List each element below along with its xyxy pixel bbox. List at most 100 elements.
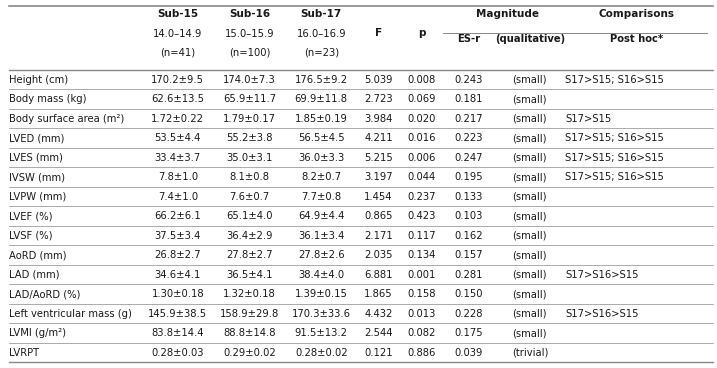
Text: p: p [418, 28, 425, 38]
Text: 7.8±1.0: 7.8±1.0 [158, 172, 198, 182]
Text: 55.2±3.8: 55.2±3.8 [227, 133, 272, 143]
Text: S17>S15; S16>S15: S17>S15; S16>S15 [565, 172, 664, 182]
Text: 37.5±3.4: 37.5±3.4 [155, 231, 201, 241]
Text: 0.020: 0.020 [407, 114, 436, 124]
Text: 0.217: 0.217 [455, 114, 483, 124]
Text: 56.5±4.5: 56.5±4.5 [298, 133, 345, 143]
Text: (small): (small) [513, 289, 547, 299]
Text: 0.886: 0.886 [407, 348, 436, 358]
Text: (small): (small) [513, 231, 547, 241]
Text: LVPW (mm): LVPW (mm) [9, 192, 67, 202]
Text: 1.865: 1.865 [364, 289, 393, 299]
Text: 5.215: 5.215 [364, 153, 393, 163]
Text: 3.197: 3.197 [364, 172, 393, 182]
Text: LVRPT: LVRPT [9, 348, 39, 358]
Text: 0.228: 0.228 [455, 309, 483, 319]
Text: 2.035: 2.035 [364, 250, 393, 260]
Text: 1.454: 1.454 [364, 192, 393, 202]
Text: 174.0±7.3: 174.0±7.3 [223, 75, 276, 85]
Text: 0.865: 0.865 [364, 211, 393, 221]
Text: 0.423: 0.423 [407, 211, 436, 221]
Text: 27.8±2.6: 27.8±2.6 [298, 250, 345, 260]
Text: 0.016: 0.016 [407, 133, 436, 143]
Text: 0.243: 0.243 [455, 75, 483, 85]
Text: (small): (small) [513, 153, 547, 163]
Text: (small): (small) [513, 192, 547, 202]
Text: 0.150: 0.150 [455, 289, 483, 299]
Text: 36.5±4.1: 36.5±4.1 [227, 270, 272, 280]
Text: S17>S15; S16>S15: S17>S15; S16>S15 [565, 133, 664, 143]
Text: Left ventricular mass (g): Left ventricular mass (g) [9, 309, 132, 319]
Text: (n=100): (n=100) [229, 48, 270, 58]
Text: 83.8±14.4: 83.8±14.4 [151, 328, 204, 338]
Text: 6.881: 6.881 [364, 270, 393, 280]
Text: 0.103: 0.103 [455, 211, 483, 221]
Text: 0.133: 0.133 [455, 192, 483, 202]
Text: 0.195: 0.195 [455, 172, 483, 182]
Text: 0.117: 0.117 [407, 231, 436, 241]
Text: 38.4±4.0: 38.4±4.0 [298, 270, 344, 280]
Text: 69.9±11.8: 69.9±11.8 [295, 94, 348, 104]
Text: (trivial): (trivial) [512, 348, 548, 358]
Text: LAD/AoRD (%): LAD/AoRD (%) [9, 289, 81, 299]
Text: IVSW (mm): IVSW (mm) [9, 172, 65, 182]
Text: 1.30±0.18: 1.30±0.18 [151, 289, 204, 299]
Text: 65.1±4.0: 65.1±4.0 [227, 211, 272, 221]
Text: 64.9±4.4: 64.9±4.4 [298, 211, 344, 221]
Text: 0.158: 0.158 [407, 289, 436, 299]
Text: 66.2±6.1: 66.2±6.1 [154, 211, 201, 221]
Text: Sub-17: Sub-17 [300, 9, 342, 19]
Text: Comparisons: Comparisons [599, 9, 675, 19]
Text: S17>S15; S16>S15: S17>S15; S16>S15 [565, 75, 664, 85]
Text: 1.39±0.15: 1.39±0.15 [295, 289, 348, 299]
Text: 0.162: 0.162 [455, 231, 483, 241]
Text: 0.069: 0.069 [407, 94, 436, 104]
Text: LAD (mm): LAD (mm) [9, 270, 60, 280]
Text: 7.4±1.0: 7.4±1.0 [158, 192, 198, 202]
Text: 0.001: 0.001 [407, 270, 436, 280]
Text: 0.247: 0.247 [455, 153, 483, 163]
Text: Sub-15: Sub-15 [157, 9, 199, 19]
Text: 0.121: 0.121 [364, 348, 393, 358]
Text: 34.6±4.1: 34.6±4.1 [155, 270, 201, 280]
Text: 2.171: 2.171 [364, 231, 393, 241]
Text: S17>S15; S16>S15: S17>S15; S16>S15 [565, 153, 664, 163]
Text: 1.85±0.19: 1.85±0.19 [295, 114, 348, 124]
Text: S17>S15: S17>S15 [565, 114, 612, 124]
Text: 62.6±13.5: 62.6±13.5 [151, 94, 204, 104]
Text: (n=41): (n=41) [161, 48, 195, 58]
Text: 170.2±9.5: 170.2±9.5 [151, 75, 204, 85]
Text: 5.039: 5.039 [364, 75, 393, 85]
Text: 0.082: 0.082 [407, 328, 436, 338]
Text: 0.134: 0.134 [407, 250, 436, 260]
Text: 7.7±0.8: 7.7±0.8 [301, 192, 341, 202]
Text: 4.432: 4.432 [364, 309, 393, 319]
Text: 0.006: 0.006 [407, 153, 436, 163]
Text: 14.0–14.9: 14.0–14.9 [153, 29, 202, 39]
Text: 26.8±2.7: 26.8±2.7 [154, 250, 201, 260]
Text: 1.32±0.18: 1.32±0.18 [223, 289, 276, 299]
Text: (small): (small) [513, 270, 547, 280]
Text: (small): (small) [513, 75, 547, 85]
Text: 53.5±4.4: 53.5±4.4 [155, 133, 201, 143]
Text: 0.281: 0.281 [455, 270, 483, 280]
Text: 3.984: 3.984 [364, 114, 393, 124]
Text: (small): (small) [513, 114, 547, 124]
Text: 170.3±33.6: 170.3±33.6 [292, 309, 351, 319]
Text: 0.28±0.02: 0.28±0.02 [295, 348, 348, 358]
Text: 27.8±2.7: 27.8±2.7 [226, 250, 273, 260]
Text: 0.008: 0.008 [407, 75, 436, 85]
Text: 36.4±2.9: 36.4±2.9 [227, 231, 272, 241]
Text: 35.0±3.1: 35.0±3.1 [227, 153, 272, 163]
Text: 33.4±3.7: 33.4±3.7 [155, 153, 201, 163]
Text: ES-r: ES-r [457, 35, 480, 45]
Text: 0.039: 0.039 [455, 348, 483, 358]
Text: 2.723: 2.723 [364, 94, 393, 104]
Text: 88.8±14.8: 88.8±14.8 [223, 328, 276, 338]
Text: LVSF (%): LVSF (%) [9, 231, 53, 241]
Text: Sub-16: Sub-16 [229, 9, 270, 19]
Text: 7.6±0.7: 7.6±0.7 [229, 192, 270, 202]
Text: LVMI (g/m²): LVMI (g/m²) [9, 328, 66, 338]
Text: (n=23): (n=23) [304, 48, 338, 58]
Text: S17>S16>S15: S17>S16>S15 [565, 309, 639, 319]
